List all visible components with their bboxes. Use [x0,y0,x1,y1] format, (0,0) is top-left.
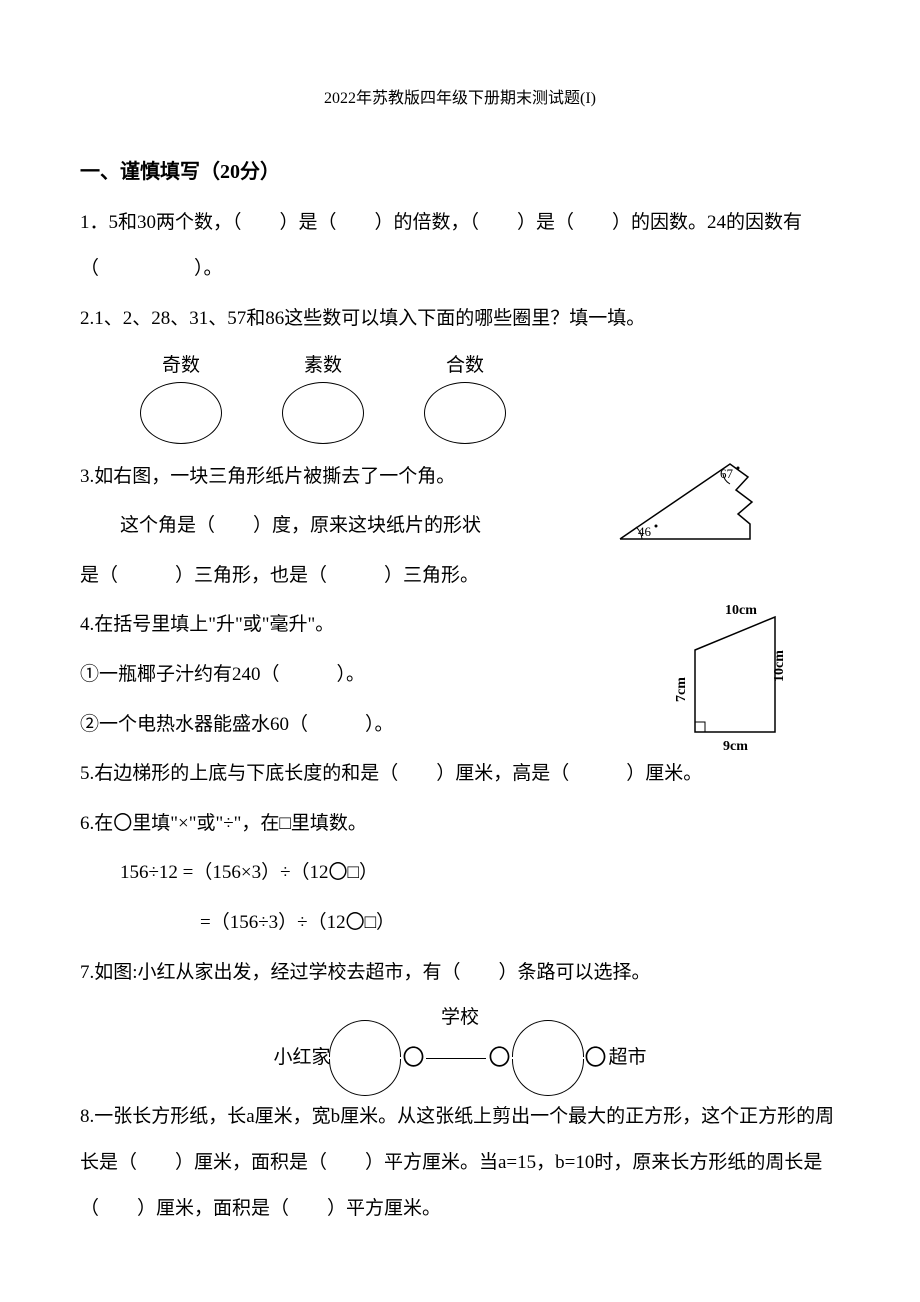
section-heading: 一、谨慎填写（20分） [80,148,840,196]
trap-left-label: 7cm [674,677,689,702]
node-1: 〇 [402,1032,424,1085]
question-6-line1: 6.在〇里填"×"或"÷"，在□里填数。 [80,801,840,847]
node-3: 〇 [585,1032,607,1085]
question-4: 4.在括号里填上"升"或"毫升"。 ①一瓶椰子汁约有240（ ）。 ②一个电热水… [80,602,840,747]
question-6-line2: 156÷12 =（156×3）÷（12〇□） [120,850,840,896]
oval-prime [282,382,364,444]
node-2: 〇 [488,1032,510,1085]
oval-composite [424,382,506,444]
trap-top-label: 10cm [725,603,757,618]
oval-label-prime: 素数 [304,351,342,381]
question-7-prompt: 7.如图:小红从家出发，经过学校去超市，有（ ）条路可以选择。 [80,950,840,996]
trapezoid-figure: 10cm 10cm 7cm 9cm [655,602,820,775]
oval-odd [140,382,222,444]
question-8: 8.一张长方形纸，长a厘米，宽b厘米。从这张纸上剪出一个最大的正方形，这个正方形… [80,1094,840,1231]
oval-label-odd: 奇数 [162,351,200,381]
market-label: 超市 [609,1035,647,1081]
question-3: 3.如右图，一块三角形纸片被撕去了一个角。 这个角是（ ）度，原来这块纸片的形状… [80,454,840,599]
page-title: 2022年苏教版四年级下册期末测试题(I) [80,80,840,118]
oval-label-composite: 合数 [446,351,484,381]
oval-group-prime: 素数 [282,351,364,443]
question-2-prompt: 2.1、2、28、31、57和86这些数可以填入下面的哪些圈里？填一填。 [80,296,840,342]
oval-group-odd: 奇数 [140,351,222,443]
trapezoid-svg: 10cm 10cm 7cm 9cm [655,602,820,757]
question-2-ovals: 奇数 素数 合数 [140,351,840,443]
school-label: 学校 [80,1005,840,1032]
oval-group-composite: 合数 [424,351,506,443]
trap-right-label: 10cm [772,650,787,682]
triangle-figure: 67 46 [610,454,780,572]
mid-line [426,1058,486,1059]
trap-bottom-label: 9cm [723,739,748,754]
triangle-svg: 67 46 [610,454,780,554]
home-label: 小红家 [273,1035,330,1081]
arc-right [513,1038,583,1078]
question-1: 1．5和30两个数，（ ）是（ ）的倍数，（ ）是（ ）的因数。24的因数有（ … [80,200,840,291]
question-6-line3: =（156÷3）÷（12〇□） [200,900,840,946]
question-7-diagram: 学校 小红家 〇 〇 〇 超市 [80,1005,840,1084]
angle-top-label: 67 [720,466,734,481]
arc-left [330,1038,400,1078]
